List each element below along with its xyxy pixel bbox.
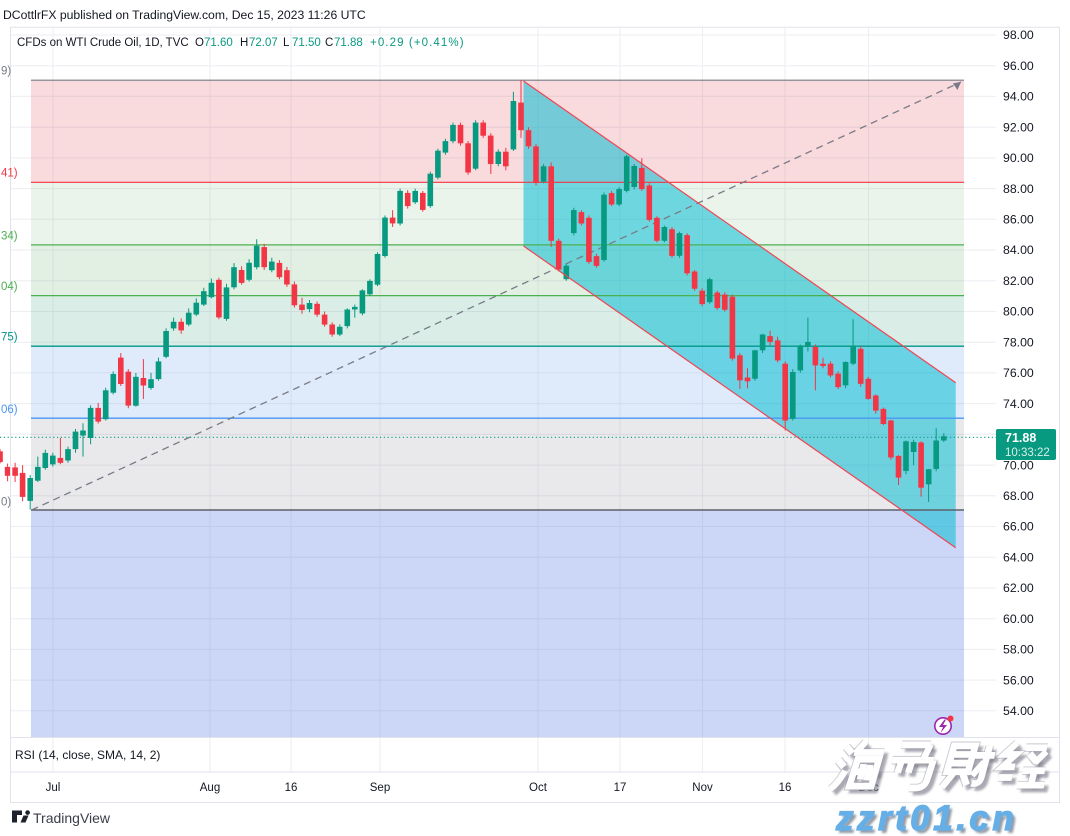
svg-text:76.00: 76.00 <box>1003 366 1034 380</box>
svg-text:H: H <box>240 37 248 49</box>
svg-text:84.00: 84.00 <box>1003 243 1034 257</box>
svg-text:96.00: 96.00 <box>1003 59 1034 73</box>
svg-text:CFDs on WTI Crude Oil, 1D, TVC: CFDs on WTI Crude Oil, 1D, TVC <box>17 37 189 49</box>
svg-text:68.00: 68.00 <box>1003 489 1034 503</box>
svg-text:70.00: 70.00 <box>1003 458 1034 472</box>
svg-text:Oct: Oct <box>529 782 548 794</box>
svg-text:Aug: Aug <box>200 782 220 794</box>
svg-text:72.07: 72.07 <box>249 37 278 49</box>
svg-text:80.00: 80.00 <box>1003 305 1034 319</box>
svg-text:34): 34) <box>1 231 18 243</box>
svg-text:88.00: 88.00 <box>1003 182 1034 196</box>
svg-text:06): 06) <box>1 404 18 416</box>
svg-text:Jul: Jul <box>46 782 61 794</box>
svg-text:82.00: 82.00 <box>1003 274 1034 288</box>
svg-text:17: 17 <box>614 782 627 794</box>
svg-text:O: O <box>195 37 204 49</box>
svg-text:62.00: 62.00 <box>1003 581 1034 595</box>
svg-text:92.00: 92.00 <box>1003 120 1034 134</box>
svg-text:98.00: 98.00 <box>1003 28 1034 42</box>
svg-text:DCottlrFX published on Trading: DCottlrFX published on TradingView.com, … <box>3 8 366 22</box>
svg-text:41): 41) <box>1 168 18 180</box>
svg-text:0): 0) <box>1 497 11 509</box>
svg-text:74.00: 74.00 <box>1003 397 1034 411</box>
svg-text:56.00: 56.00 <box>1003 673 1034 687</box>
svg-text:16: 16 <box>779 782 792 794</box>
svg-text:78.00: 78.00 <box>1003 335 1034 349</box>
svg-text:RSI (14, close, SMA, 14, 2): RSI (14, close, SMA, 14, 2) <box>15 748 160 762</box>
svg-text:71.60: 71.60 <box>204 37 233 49</box>
svg-text:TradingView: TradingView <box>33 810 111 826</box>
svg-text:66.00: 66.00 <box>1003 520 1034 534</box>
svg-text:9): 9) <box>1 66 11 78</box>
svg-text:64.00: 64.00 <box>1003 550 1034 564</box>
svg-text:Sep: Sep <box>370 782 390 794</box>
svg-text:58.00: 58.00 <box>1003 643 1034 657</box>
svg-text:71.88: 71.88 <box>1005 431 1036 445</box>
svg-text:60.00: 60.00 <box>1003 612 1034 626</box>
svg-text:86.00: 86.00 <box>1003 213 1034 227</box>
svg-text:L: L <box>283 37 290 49</box>
svg-text:Nov: Nov <box>692 782 713 794</box>
svg-text:04): 04) <box>1 281 18 293</box>
svg-text:10:33:22: 10:33:22 <box>1005 447 1050 459</box>
svg-text:75): 75) <box>1 332 18 344</box>
svg-text:+0.29 (+0.41%): +0.29 (+0.41%) <box>370 37 465 49</box>
svg-text:71.88: 71.88 <box>334 37 363 49</box>
svg-text:90.00: 90.00 <box>1003 151 1034 165</box>
svg-text:16: 16 <box>285 782 298 794</box>
svg-text:94.00: 94.00 <box>1003 90 1034 104</box>
svg-text:71.50: 71.50 <box>292 37 321 49</box>
svg-text:54.00: 54.00 <box>1003 704 1034 718</box>
svg-text:C: C <box>325 37 333 49</box>
